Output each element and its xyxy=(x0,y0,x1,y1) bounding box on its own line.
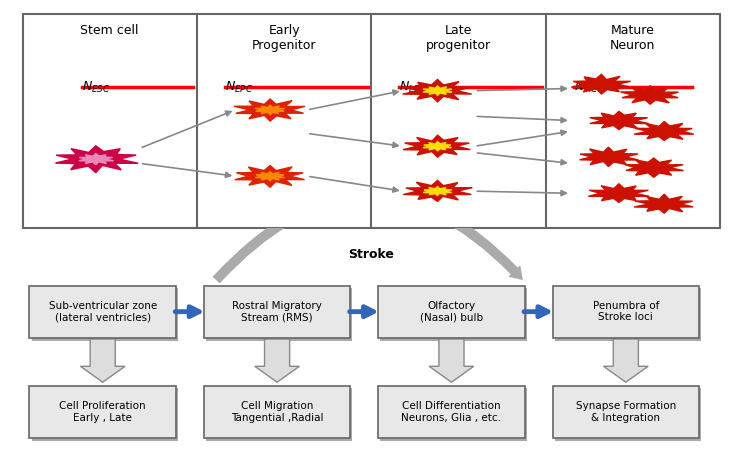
Text: Cell Migration
Tangential ,Radial: Cell Migration Tangential ,Radial xyxy=(231,401,323,423)
FancyBboxPatch shape xyxy=(553,386,699,438)
FancyBboxPatch shape xyxy=(204,286,350,338)
FancyBboxPatch shape xyxy=(29,386,176,438)
Text: Mature
Neuron: Mature Neuron xyxy=(610,25,656,52)
FancyBboxPatch shape xyxy=(553,286,699,338)
Text: Olfactory
(Nasal) bulb: Olfactory (Nasal) bulb xyxy=(420,301,483,323)
FancyBboxPatch shape xyxy=(29,286,176,338)
Text: $N_{ESC}$: $N_{ESC}$ xyxy=(82,80,110,95)
Polygon shape xyxy=(234,99,305,121)
Polygon shape xyxy=(588,184,650,202)
Polygon shape xyxy=(625,158,683,177)
Polygon shape xyxy=(255,172,284,181)
FancyBboxPatch shape xyxy=(32,288,178,340)
FancyBboxPatch shape xyxy=(380,288,526,340)
Text: Rostral Migratory
Stream (RMS): Rostral Migratory Stream (RMS) xyxy=(232,301,322,323)
FancyArrowPatch shape xyxy=(212,192,523,283)
Polygon shape xyxy=(604,339,648,382)
Polygon shape xyxy=(429,339,474,382)
FancyBboxPatch shape xyxy=(378,286,525,338)
FancyBboxPatch shape xyxy=(555,288,701,340)
Polygon shape xyxy=(423,142,451,151)
Polygon shape xyxy=(403,80,472,102)
FancyBboxPatch shape xyxy=(22,14,720,228)
Text: Early
Progenitor: Early Progenitor xyxy=(252,25,316,52)
Text: $N_{MC}$: $N_{MC}$ xyxy=(574,80,598,95)
Text: Stem cell: Stem cell xyxy=(80,25,139,37)
Polygon shape xyxy=(590,111,649,130)
Polygon shape xyxy=(255,339,299,382)
Polygon shape xyxy=(79,153,113,165)
Text: Stroke: Stroke xyxy=(348,248,394,261)
Polygon shape xyxy=(620,86,679,104)
FancyBboxPatch shape xyxy=(206,288,352,340)
Polygon shape xyxy=(580,147,638,167)
Polygon shape xyxy=(423,187,452,196)
Polygon shape xyxy=(634,121,694,141)
Polygon shape xyxy=(404,181,472,202)
Text: Late
progenitor: Late progenitor xyxy=(426,25,491,52)
FancyBboxPatch shape xyxy=(555,388,701,440)
Text: Cell Proliferation
Early , Late: Cell Proliferation Early , Late xyxy=(59,401,146,423)
Text: $N_{EPC}$: $N_{EPC}$ xyxy=(225,80,253,95)
Polygon shape xyxy=(634,194,693,213)
FancyBboxPatch shape xyxy=(204,386,350,438)
Polygon shape xyxy=(80,339,125,382)
Polygon shape xyxy=(403,135,470,157)
Polygon shape xyxy=(572,74,632,94)
FancyBboxPatch shape xyxy=(32,388,178,440)
FancyBboxPatch shape xyxy=(206,388,352,440)
FancyBboxPatch shape xyxy=(380,388,526,440)
Polygon shape xyxy=(235,166,304,187)
Polygon shape xyxy=(423,86,451,95)
Polygon shape xyxy=(255,105,285,115)
FancyBboxPatch shape xyxy=(378,386,525,438)
Polygon shape xyxy=(56,146,138,172)
Text: Penumbra of
Stroke loci: Penumbra of Stroke loci xyxy=(592,301,659,323)
Text: $N_{LPC}$: $N_{LPC}$ xyxy=(399,80,427,95)
Text: Cell Differentiation
Neurons, Glia , etc.: Cell Differentiation Neurons, Glia , etc… xyxy=(401,401,502,423)
Text: Sub-ventricular zone
(lateral ventricles): Sub-ventricular zone (lateral ventricles… xyxy=(49,301,157,323)
Text: Synapse Formation
& Integration: Synapse Formation & Integration xyxy=(576,401,676,423)
